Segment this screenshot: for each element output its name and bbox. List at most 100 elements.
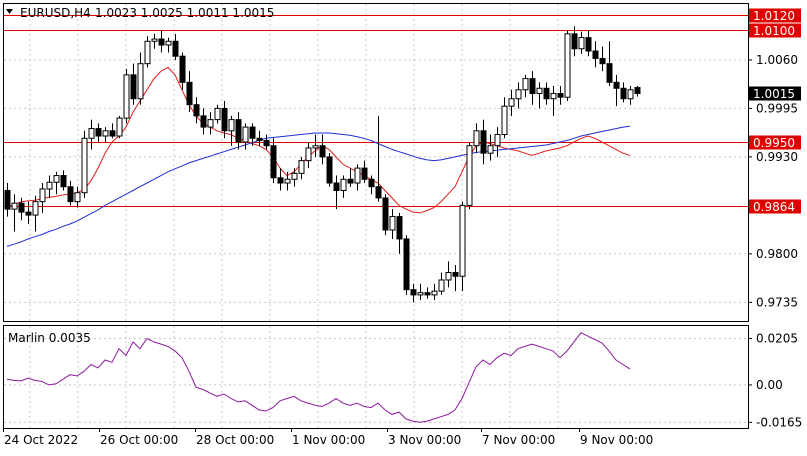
candle-body xyxy=(410,289,417,296)
candle-body xyxy=(494,134,501,147)
candle xyxy=(445,261,452,288)
time-tick-label: 1 Nov 00:00 xyxy=(292,433,365,447)
candle-body xyxy=(368,178,375,188)
candle xyxy=(459,201,466,292)
candle xyxy=(578,31,585,54)
candle-body xyxy=(515,89,522,100)
level-price-label: 0.9864 xyxy=(753,200,795,214)
candle-body xyxy=(347,178,354,184)
candle-body xyxy=(326,156,333,184)
candle-body xyxy=(291,172,298,180)
candle-body xyxy=(74,192,81,203)
candle xyxy=(585,30,592,57)
candle-body xyxy=(46,181,53,190)
indicator-lines xyxy=(6,332,631,423)
candle-body xyxy=(130,74,137,100)
candle-body xyxy=(18,202,25,213)
candle-body xyxy=(403,238,410,291)
indicator-tick-label: 0.00 xyxy=(756,378,783,392)
candle xyxy=(599,46,606,72)
candle xyxy=(543,82,550,105)
candle xyxy=(627,86,634,105)
candle-body xyxy=(235,119,242,143)
candle-body xyxy=(4,189,11,210)
candle xyxy=(501,97,508,139)
candle xyxy=(102,127,109,142)
candle xyxy=(298,156,305,180)
candle xyxy=(214,104,221,124)
level-price-label: 1.0100 xyxy=(753,24,795,38)
candle xyxy=(186,71,193,113)
candle-body xyxy=(137,63,144,100)
candle xyxy=(634,86,641,97)
candle xyxy=(382,194,389,236)
candle xyxy=(207,112,214,135)
candle-body xyxy=(123,74,130,119)
price-tick-label: 0.9800 xyxy=(756,247,798,261)
candle-body xyxy=(319,145,326,158)
candle-body xyxy=(424,292,431,296)
candle xyxy=(340,175,347,198)
candle-body xyxy=(102,130,109,137)
candle xyxy=(25,201,32,225)
candle-body xyxy=(109,130,116,137)
candle xyxy=(130,63,137,105)
candle xyxy=(270,138,277,184)
candle xyxy=(389,209,396,239)
candle-body xyxy=(361,167,368,180)
candle-body xyxy=(396,216,403,240)
candle xyxy=(32,195,39,232)
candle xyxy=(221,100,228,139)
candle xyxy=(109,123,116,139)
candle xyxy=(473,123,480,154)
candle xyxy=(417,283,424,301)
level-price-tag xyxy=(749,135,801,150)
candle-body xyxy=(333,182,340,191)
candle xyxy=(88,119,95,150)
candle-body xyxy=(445,272,452,281)
candle xyxy=(263,134,270,150)
candle xyxy=(235,112,242,150)
candle xyxy=(60,170,67,191)
candle-body xyxy=(487,145,494,154)
candle-body xyxy=(270,145,277,179)
candle xyxy=(305,141,312,169)
candle-body xyxy=(67,186,74,203)
menu-triangle-icon[interactable] xyxy=(6,9,13,14)
candle-body xyxy=(634,87,641,95)
candle xyxy=(67,180,74,206)
candle-body xyxy=(25,211,32,216)
candle xyxy=(249,123,256,146)
indicator-grid xyxy=(4,326,748,428)
candle-body xyxy=(172,40,179,57)
time-tick-label: 9 Nov 00:00 xyxy=(580,433,653,447)
candlesticks xyxy=(4,26,641,303)
candle xyxy=(466,141,473,210)
candle xyxy=(319,134,326,165)
candle xyxy=(333,175,340,210)
candle xyxy=(571,26,578,57)
candle xyxy=(165,37,172,53)
candle xyxy=(291,168,298,187)
candle-body xyxy=(53,175,60,183)
current-price-tag xyxy=(749,86,801,101)
symbol-label: EURUSD,H4 xyxy=(20,6,91,20)
candle xyxy=(277,168,284,191)
candle xyxy=(620,82,627,103)
candle-body xyxy=(438,279,445,292)
time-tick-label: 26 Oct 00:00 xyxy=(100,433,178,447)
candle-body xyxy=(165,40,172,46)
indicator-pane xyxy=(3,325,749,429)
candle xyxy=(144,36,151,68)
candle xyxy=(116,115,123,139)
candle xyxy=(522,74,529,98)
candle-body xyxy=(186,81,193,106)
candle-body xyxy=(81,137,88,194)
candle xyxy=(228,115,235,146)
candle-body xyxy=(39,188,46,203)
candle xyxy=(312,134,319,157)
candle xyxy=(53,171,60,195)
candle xyxy=(137,52,144,105)
